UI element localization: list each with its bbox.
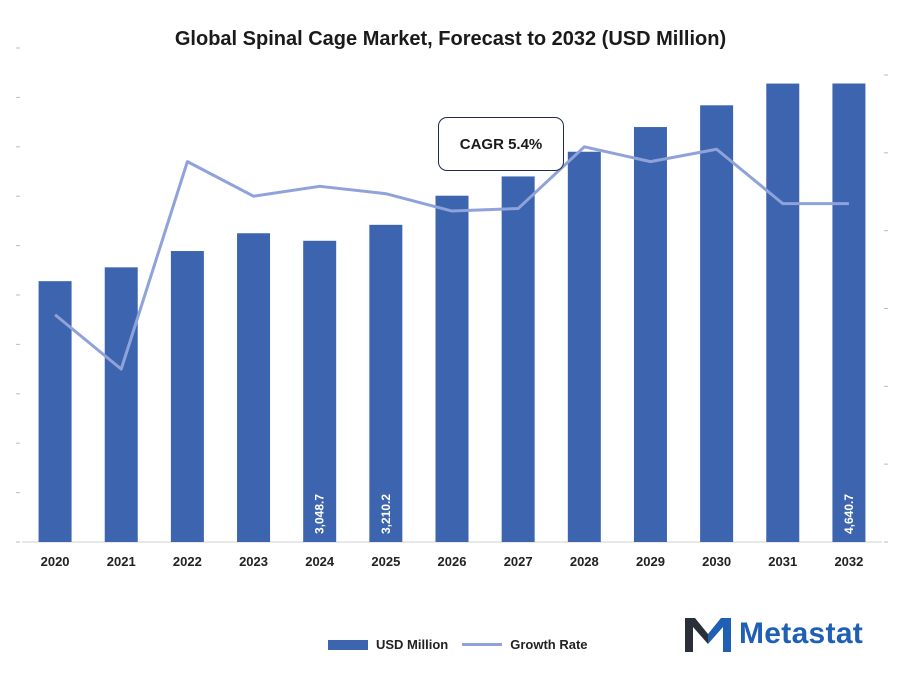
x-tick-2024: 2024 (305, 554, 335, 569)
legend-bar-swatch (328, 639, 368, 650)
legend-label-line: Growth Rate (510, 637, 588, 652)
bar-2025 (369, 224, 403, 542)
bar-2029 (633, 127, 667, 542)
bar-2031 (766, 83, 800, 543)
legend: USD Million Growth Rate (328, 637, 602, 652)
line-series (54, 145, 849, 371)
data-labels: 3,048.7 3,210.2 4,640.7 (313, 494, 856, 534)
legend-item-bar: USD Million (328, 637, 448, 652)
bar-2030 (700, 105, 734, 542)
x-tick-2022: 2022 (173, 554, 202, 569)
brand-logo: Metastat (683, 614, 863, 654)
bar-2020 (38, 281, 72, 542)
data-label-2024: 3,048.7 (313, 494, 327, 534)
x-tick-2021: 2021 (107, 554, 136, 569)
x-tick-2020: 2020 (41, 554, 70, 569)
legend-label-bar: USD Million (376, 637, 449, 652)
x-tick-2031: 2031 (768, 554, 797, 569)
bar-2023 (237, 233, 271, 542)
bar-2026 (435, 195, 469, 542)
cagr-annotation: CAGR 5.4% (438, 117, 564, 171)
x-axis-ticks: 2020 2021 2022 2023 2024 2025 2026 2027 2028 2029… (41, 554, 864, 569)
x-tick-2023: 2023 (239, 554, 268, 569)
data-label-2025: 3,210.2 (379, 494, 393, 534)
bar-2024 (303, 240, 337, 542)
bar-2028 (567, 151, 601, 543)
bar-2027 (501, 176, 535, 542)
bar-2021 (104, 267, 138, 542)
growth-rate-line (54, 145, 849, 371)
x-tick-2032: 2032 (834, 554, 863, 569)
x-tick-2029: 2029 (636, 554, 665, 569)
legend-item-line: Growth Rate (462, 637, 588, 652)
legend-line-swatch (462, 643, 503, 646)
x-tick-2025: 2025 (371, 554, 400, 569)
x-tick-2026: 2026 (438, 554, 467, 569)
x-tick-2028: 2028 (570, 554, 599, 569)
bar-2032 (832, 83, 866, 542)
m-logo-icon (685, 618, 731, 652)
x-tick-2030: 2030 (702, 554, 731, 569)
brand-name: Metastat (739, 617, 864, 650)
x-tick-2027: 2027 (504, 554, 533, 569)
bar-2022 (170, 251, 204, 542)
data-label-2032: 4,640.7 (842, 494, 856, 534)
chart-title: Global Spinal Cage Market, Forecast to 2… (174, 28, 727, 50)
